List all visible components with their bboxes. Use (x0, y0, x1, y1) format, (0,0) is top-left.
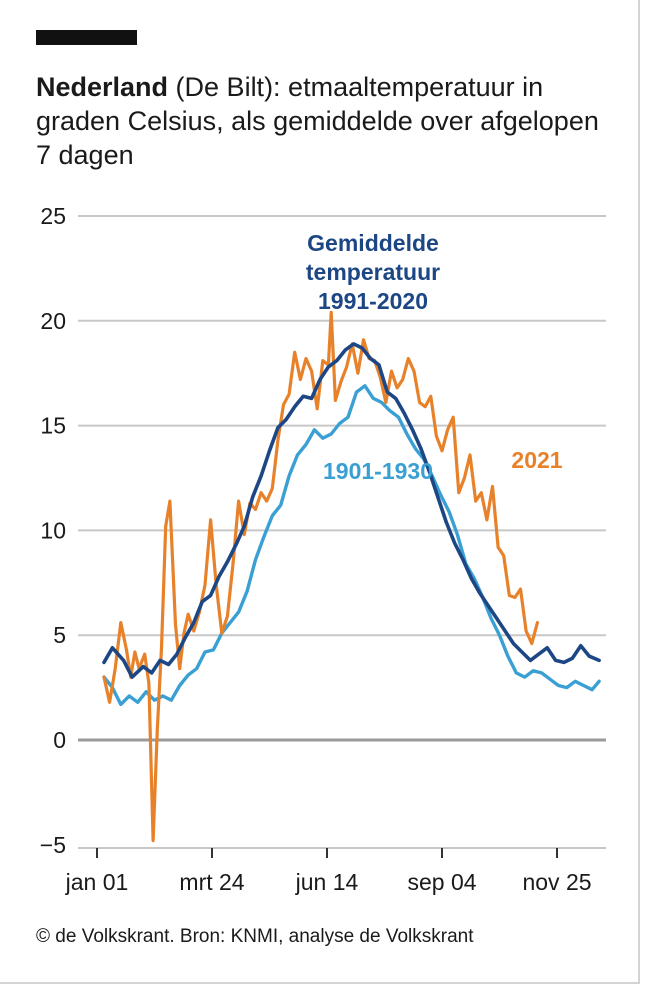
axis-layer: 25 20 15 10 5 0 −5 jan 01 mrt 24 jun 14 sep 04 nov … (40, 203, 606, 895)
x-tick-label: nov 25 (522, 869, 591, 895)
series-label-layer: Gemiddelde temperatuur 1991-2020 1901-1930 2… (306, 230, 563, 484)
series-label-line: 1991-2020 (318, 288, 428, 314)
y-tick-label: 10 (40, 517, 66, 543)
series-label-line: temperatuur (306, 259, 440, 285)
x-tick-label: jun 14 (295, 869, 359, 895)
x-tick-label: jan 01 (65, 869, 129, 895)
y-tick-label: 0 (53, 727, 66, 753)
y-tick-label: 25 (40, 203, 66, 229)
chart-title-bold: Nederland (36, 72, 169, 102)
series-layer (102, 310, 601, 843)
accent-bar (36, 30, 137, 45)
y-tick-label: 20 (40, 308, 66, 334)
series-line-s1991 (102, 342, 601, 679)
series-label-s2021: 2021 (511, 447, 562, 473)
y-tick-label: 15 (40, 413, 66, 439)
source-note: © de Volkskrant. Bron: KNMI, analyse de … (36, 926, 474, 947)
series-label-line: 2021 (511, 447, 562, 473)
series-label-line: 1901-1930 (323, 458, 433, 484)
y-tick-label: −5 (40, 832, 66, 858)
x-tick-label: sep 04 (407, 869, 476, 895)
y-tick-label: 5 (53, 622, 66, 648)
chart-title: Nederland (De Bilt): etmaaltemperatuur i… (36, 70, 616, 172)
x-tick-label: mrt 24 (179, 869, 244, 895)
series-line-s1901 (102, 384, 601, 707)
chart-title-rest: (De Bilt): etmaaltemperatuur in graden C… (36, 72, 599, 170)
series-label-s1901: 1901-1930 (323, 458, 433, 484)
series-label-s1991: Gemiddelde temperatuur 1991-2020 (306, 230, 440, 314)
series-label-line: Gemiddelde (307, 230, 439, 256)
